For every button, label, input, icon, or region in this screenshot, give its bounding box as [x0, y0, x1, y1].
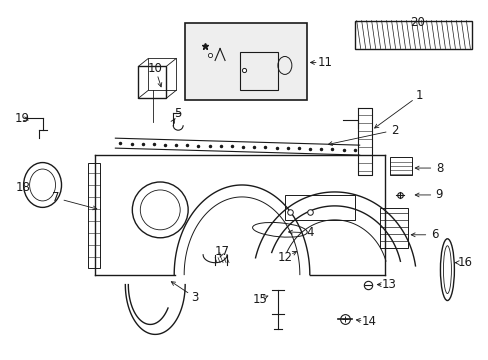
Text: 5: 5	[174, 107, 182, 120]
Text: 10: 10	[147, 62, 163, 75]
Bar	[240, 53, 277, 90]
Text: 13: 13	[381, 278, 396, 291]
Text: 11: 11	[317, 56, 331, 69]
Text: 6: 6	[430, 228, 437, 241]
Text: 20: 20	[409, 16, 424, 29]
Text: 14: 14	[362, 315, 376, 328]
Bar	[389, 157, 411, 175]
Bar	[148, 58, 176, 90]
Text: 15: 15	[252, 293, 267, 306]
Text: 17: 17	[214, 245, 229, 258]
Text: 4: 4	[305, 226, 313, 239]
Bar	[354, 21, 471, 49]
Text: 1: 1	[415, 89, 423, 102]
Text: 12: 12	[277, 251, 292, 264]
Text: 2: 2	[390, 124, 398, 137]
Bar	[185, 23, 306, 100]
Bar	[379, 208, 407, 248]
Text: 19: 19	[15, 112, 30, 125]
Bar	[285, 195, 354, 220]
Text: 7: 7	[52, 192, 59, 204]
Bar	[138, 67, 166, 98]
Text: 3: 3	[191, 291, 199, 304]
Bar	[88, 163, 100, 268]
Text: 9: 9	[435, 188, 442, 202]
Text: 16: 16	[457, 256, 472, 269]
Text: 18: 18	[15, 181, 30, 194]
Text: 8: 8	[435, 162, 442, 175]
